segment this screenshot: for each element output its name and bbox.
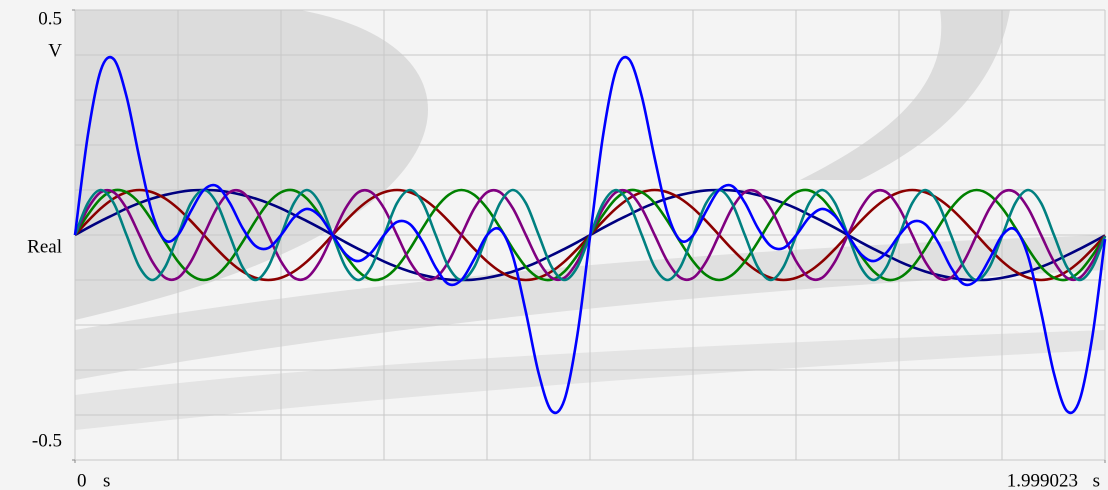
x-tick-label: 0 (77, 470, 87, 490)
x-unit: s (103, 470, 110, 490)
x-unit: s (1093, 470, 1100, 490)
background-swoosh (800, 10, 1010, 180)
y-unit: V (48, 40, 62, 61)
y-label: Real (27, 236, 62, 257)
plot-lines (73, 55, 1107, 415)
background-swoosh (75, 10, 428, 320)
y-tick-label: 0.5 (38, 8, 62, 29)
axis-labels: V Real -0.50.50 s 1.999023 s (27, 8, 1106, 490)
y-tick-label: -0.5 (32, 430, 62, 451)
line (73, 55, 1107, 415)
x-tick-label: 1.999023 (1007, 470, 1078, 490)
